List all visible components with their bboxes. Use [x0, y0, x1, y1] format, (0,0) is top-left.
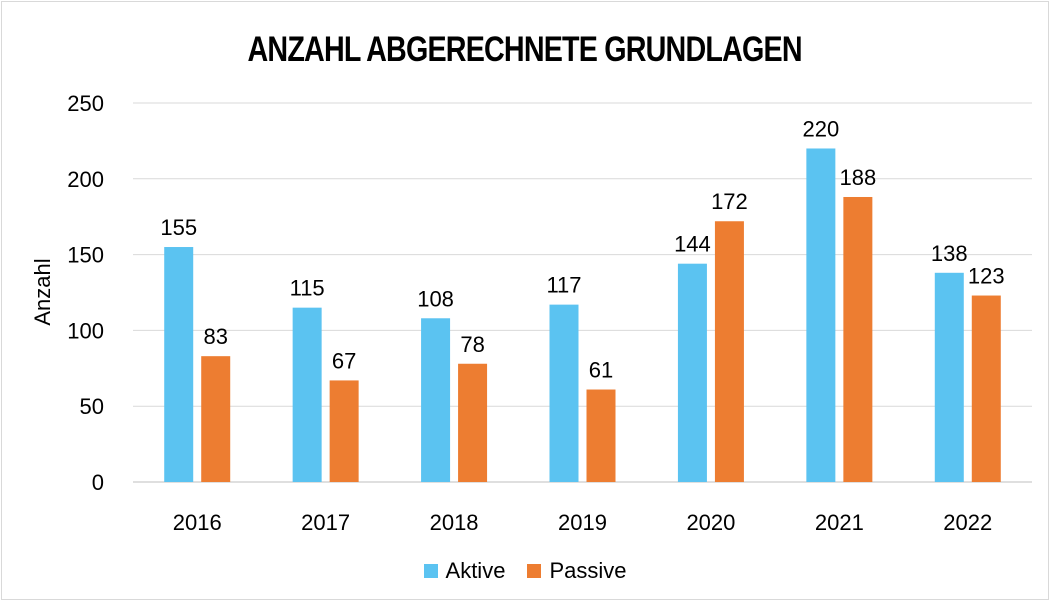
legend-label-aktive: Aktive [445, 558, 506, 583]
y-tick-label: 0 [92, 470, 104, 495]
bar-aktive-2020 [677, 263, 707, 482]
data-label-aktive-2018: 108 [417, 286, 454, 311]
x-tick-label: 2019 [558, 510, 607, 535]
data-label-aktive-2019: 117 [546, 273, 581, 298]
legend-item-aktive[interactable]: Aktive [423, 558, 506, 584]
x-tick-label: 2018 [430, 510, 479, 535]
legend-item-passive[interactable]: Passive [527, 558, 626, 584]
bar-aktive-2022 [934, 272, 964, 482]
y-tick-label: 150 [67, 243, 104, 268]
data-label-passive-2017: 67 [332, 348, 356, 373]
y-tick-label: 50 [80, 394, 104, 419]
legend-label-passive: Passive [549, 558, 627, 583]
y-tick-label: 200 [67, 167, 104, 192]
bar-passive-2017 [329, 380, 359, 482]
data-label-passive-2022: 123 [968, 264, 1005, 289]
x-tick-label: 2020 [686, 510, 735, 535]
bar-aktive-2017 [292, 307, 322, 482]
bar-aktive-2018 [421, 318, 451, 482]
data-label-passive-2020: 172 [711, 189, 748, 214]
bar-passive-2016 [201, 356, 231, 482]
bar-passive-2021 [843, 196, 873, 482]
bar-passive-2018 [458, 363, 488, 482]
x-tick-label: 2017 [301, 510, 350, 535]
bar-passive-2022 [971, 295, 1001, 482]
data-label-aktive-2022: 138 [931, 241, 968, 266]
data-label-aktive-2016: 155 [160, 215, 197, 240]
legend-swatch-aktive [423, 564, 438, 578]
chart-title: ANZAHL ABGERECHNETE GRUNDLAGEN [247, 30, 803, 69]
x-tick-label: 2022 [943, 510, 992, 535]
bar-aktive-2016 [164, 247, 194, 482]
data-label-aktive-2021: 220 [802, 116, 839, 141]
y-tick-label: 100 [67, 318, 104, 343]
x-tick-label: 2016 [173, 510, 222, 535]
data-label-aktive-2017: 115 [290, 276, 325, 301]
bar-passive-2020 [714, 221, 744, 483]
legend: Aktive Passive [0, 558, 1050, 584]
bar-aktive-2019 [549, 304, 579, 482]
y-tick-labels: 0 50 100 150 200 250 [67, 91, 104, 495]
y-tick-label: 250 [67, 91, 104, 116]
gridlines [133, 102, 1032, 483]
data-label-passive-2021: 188 [839, 165, 876, 190]
data-label-passive-2019: 61 [589, 358, 613, 383]
x-tick-label: 2021 [815, 510, 864, 535]
bars [164, 148, 1001, 483]
x-tick-labels: 2016 2017 2018 2019 2020 2021 2022 [173, 510, 993, 535]
data-label-passive-2018: 78 [460, 332, 484, 357]
bar-aktive-2021 [806, 148, 836, 483]
data-label-passive-2016: 83 [203, 324, 227, 349]
data-label-aktive-2020: 144 [674, 232, 711, 257]
legend-swatch-passive [527, 564, 542, 578]
bar-passive-2019 [586, 389, 616, 482]
